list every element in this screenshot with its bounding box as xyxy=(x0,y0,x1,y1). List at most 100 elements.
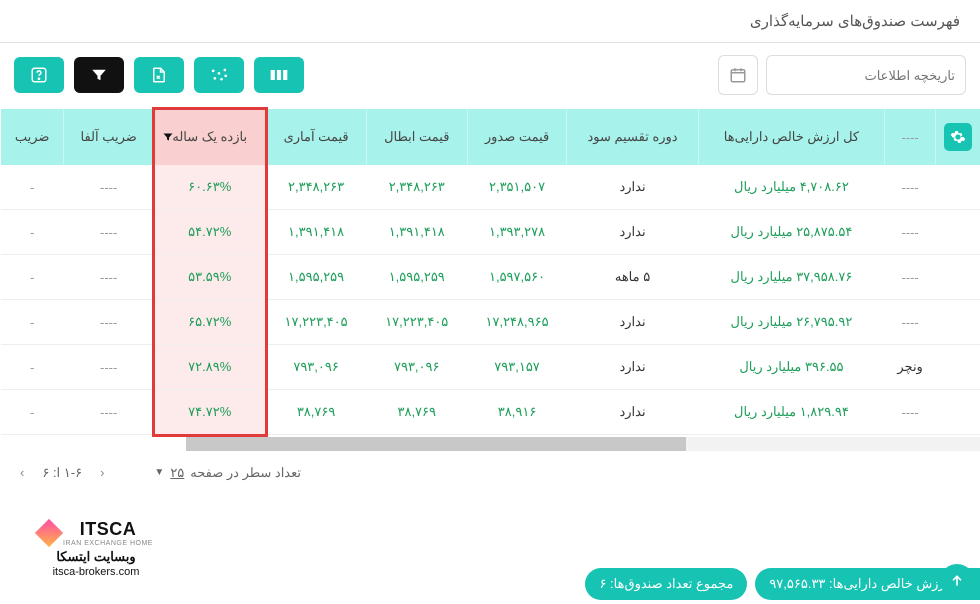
calendar-button[interactable] xyxy=(718,55,758,95)
cell-redeem: ۱,۵۹۵,۲۵۹ xyxy=(366,255,467,300)
cell-issue: ۱۷,۲۴۸,۹۶۵ xyxy=(467,300,567,345)
table-row[interactable]: ----۳۷,۹۵۸.۷۶ میلیارد ریال۵ ماهه۱,۵۹۷,۵۶… xyxy=(1,255,980,300)
table-row[interactable]: ----۱,۸۲۹.۹۴ میلیارد ریالندارد۳۸,۹۱۶۳۸,۷… xyxy=(1,390,980,435)
settings-header-cell xyxy=(936,109,980,165)
col-redeem-price[interactable]: قیمت ابطال xyxy=(366,109,467,165)
cell-nav: ۴,۷۰۸.۶۲ میلیارد ریال xyxy=(698,165,885,210)
pager-prev[interactable]: ‹ xyxy=(16,461,28,484)
table-row[interactable]: ونچر۳۹۶.۵۵ میلیارد ریالندارد۷۹۳,۱۵۷۷۹۳,۰… xyxy=(1,345,980,390)
scroll-thumb[interactable] xyxy=(186,437,686,451)
cell-dividend: ندارد xyxy=(567,390,698,435)
cell-stat: ۳۸,۷۶۹ xyxy=(266,390,366,435)
cell-dividend: ندارد xyxy=(567,210,698,255)
brand-watermark: ITSCA IRAN EXCHANGE HOME وبسایت ایتسکا i… xyxy=(26,519,166,578)
col-nav-total[interactable]: کل ارزش خالص دارایی‌ها xyxy=(698,109,885,165)
help-button[interactable] xyxy=(14,57,64,93)
brand-fa-name: وبسایت ایتسکا xyxy=(26,549,166,565)
cell-gear xyxy=(936,345,980,390)
cell-year-return: ۶۰.۶۳% xyxy=(154,165,266,210)
cell-c1: ونچر xyxy=(885,345,936,390)
per-page-value: ۲۵ xyxy=(170,465,184,481)
col-coef[interactable]: ضریب xyxy=(1,109,64,165)
cell-stat: ۱,۵۹۵,۲۵۹ xyxy=(266,255,366,300)
cell-year-return: ۶۵.۷۲% xyxy=(154,300,266,345)
cell-stat: ۲,۳۴۸,۲۶۳ xyxy=(266,165,366,210)
cell-alpha: ---- xyxy=(64,390,154,435)
cell-coef: - xyxy=(1,345,64,390)
cell-issue: ۲,۳۵۱,۵۰۷ xyxy=(467,165,567,210)
scroll-to-top-button[interactable] xyxy=(940,564,974,598)
cell-coef: - xyxy=(1,300,64,345)
table-row[interactable]: ----۲۵,۸۷۵.۵۴ میلیارد ریالندارد۱,۳۹۳,۲۷۸… xyxy=(1,210,980,255)
col-year-return-label: بازده یک ساله xyxy=(172,129,247,144)
pager-next[interactable]: › xyxy=(96,461,108,484)
funds-table-wrap: ---- کل ارزش خالص دارایی‌ها دوره تقسیم س… xyxy=(0,109,980,435)
export-excel-button[interactable] xyxy=(134,57,184,93)
pager-range: ۱-۶ ا: ۶ xyxy=(42,465,82,481)
pill-fund-count: مجموع تعداد صندوق‌ها: ۶ xyxy=(585,568,747,600)
cell-nav: ۲۶,۷۹۵.۹۲ میلیارد ریال xyxy=(698,300,885,345)
col-alpha[interactable]: ضریب آلفا xyxy=(64,109,154,165)
cell-redeem: ۱۷,۲۲۳,۴۰۵ xyxy=(366,300,467,345)
cell-alpha: ---- xyxy=(64,210,154,255)
cell-redeem: ۲,۳۴۸,۲۶۳ xyxy=(366,165,467,210)
cell-coef: - xyxy=(1,390,64,435)
cell-redeem: ۳۸,۷۶۹ xyxy=(366,390,467,435)
cell-alpha: ---- xyxy=(64,345,154,390)
cell-redeem: ۷۹۳,۰۹۶ xyxy=(366,345,467,390)
col-placeholder: ---- xyxy=(885,109,936,165)
cell-nav: ۱,۸۲۹.۹۴ میلیارد ریال xyxy=(698,390,885,435)
cell-alpha: ---- xyxy=(64,165,154,210)
col-stat-price[interactable]: قیمت آماری xyxy=(266,109,366,165)
brand-name: ITSCA xyxy=(63,519,153,540)
history-date-field[interactable] xyxy=(766,55,966,95)
cell-year-return: ۷۲.۸۹% xyxy=(154,345,266,390)
col-year-return[interactable]: بازده یک ساله xyxy=(154,109,266,165)
cell-coef: - xyxy=(1,255,64,300)
cell-year-return: ۵۳.۵۹% xyxy=(154,255,266,300)
col-issue-price[interactable]: قیمت صدور xyxy=(467,109,567,165)
scatter-view-button[interactable] xyxy=(194,57,244,93)
table-row[interactable]: ----۴,۷۰۸.۶۲ میلیارد ریالندارد۲,۳۵۱,۵۰۷۲… xyxy=(1,165,980,210)
cell-nav: ۳۷,۹۵۸.۷۶ میلیارد ریال xyxy=(698,255,885,300)
cell-c1: ---- xyxy=(885,210,936,255)
cell-dividend: ندارد xyxy=(567,165,698,210)
footer-summary: وع ارزش خالص دارایی‌ها: ۹۷,۵۶۵.۳۳ مجموع … xyxy=(585,568,980,600)
divider xyxy=(0,42,980,43)
cell-issue: ۳۸,۹۱۶ xyxy=(467,390,567,435)
cell-redeem: ۱,۳۹۱,۴۱۸ xyxy=(366,210,467,255)
cell-coef: - xyxy=(1,210,64,255)
cell-dividend: ۵ ماهه xyxy=(567,255,698,300)
cell-stat: ۱,۳۹۱,۴۱۸ xyxy=(266,210,366,255)
cell-gear xyxy=(936,300,980,345)
pager: ‹ ۱-۶ ا: ۶ › تعداد سطر در صفحه ۲۵ ▼ xyxy=(0,451,980,494)
cell-gear xyxy=(936,390,980,435)
columns-button[interactable] xyxy=(254,57,304,93)
cell-issue: ۱,۳۹۳,۲۷۸ xyxy=(467,210,567,255)
col-dividend[interactable]: دوره تقسیم سود xyxy=(567,109,698,165)
cell-nav: ۳۹۶.۵۵ میلیارد ریال xyxy=(698,345,885,390)
cell-stat: ۷۹۳,۰۹۶ xyxy=(266,345,366,390)
cell-coef: - xyxy=(1,165,64,210)
filter-button[interactable] xyxy=(74,57,124,93)
per-page-select[interactable]: تعداد سطر در صفحه ۲۵ ▼ xyxy=(154,465,301,481)
table-settings-button[interactable] xyxy=(944,123,972,151)
horizontal-scrollbar[interactable] xyxy=(186,437,980,451)
cell-c1: ---- xyxy=(885,390,936,435)
cell-gear xyxy=(936,165,980,210)
history-date-input[interactable] xyxy=(777,68,955,83)
cell-c1: ---- xyxy=(885,300,936,345)
cell-alpha: ---- xyxy=(64,300,154,345)
page-title: فهرست صندوق‌های سرمایه‌گذاری xyxy=(0,0,980,38)
table-row[interactable]: ----۲۶,۷۹۵.۹۲ میلیارد ریالندارد۱۷,۲۴۸,۹۶… xyxy=(1,300,980,345)
cell-stat: ۱۷,۲۲۳,۴۰۵ xyxy=(266,300,366,345)
cell-year-return: ۵۴.۷۲% xyxy=(154,210,266,255)
cell-c1: ---- xyxy=(885,255,936,300)
cell-alpha: ---- xyxy=(64,255,154,300)
cell-year-return: ۷۴.۷۲% xyxy=(154,390,266,435)
cell-c1: ---- xyxy=(885,165,936,210)
cell-nav: ۲۵,۸۷۵.۵۴ میلیارد ریال xyxy=(698,210,885,255)
brand-logo-icon xyxy=(35,519,63,547)
filter-active-icon xyxy=(162,131,174,143)
cell-gear xyxy=(936,255,980,300)
